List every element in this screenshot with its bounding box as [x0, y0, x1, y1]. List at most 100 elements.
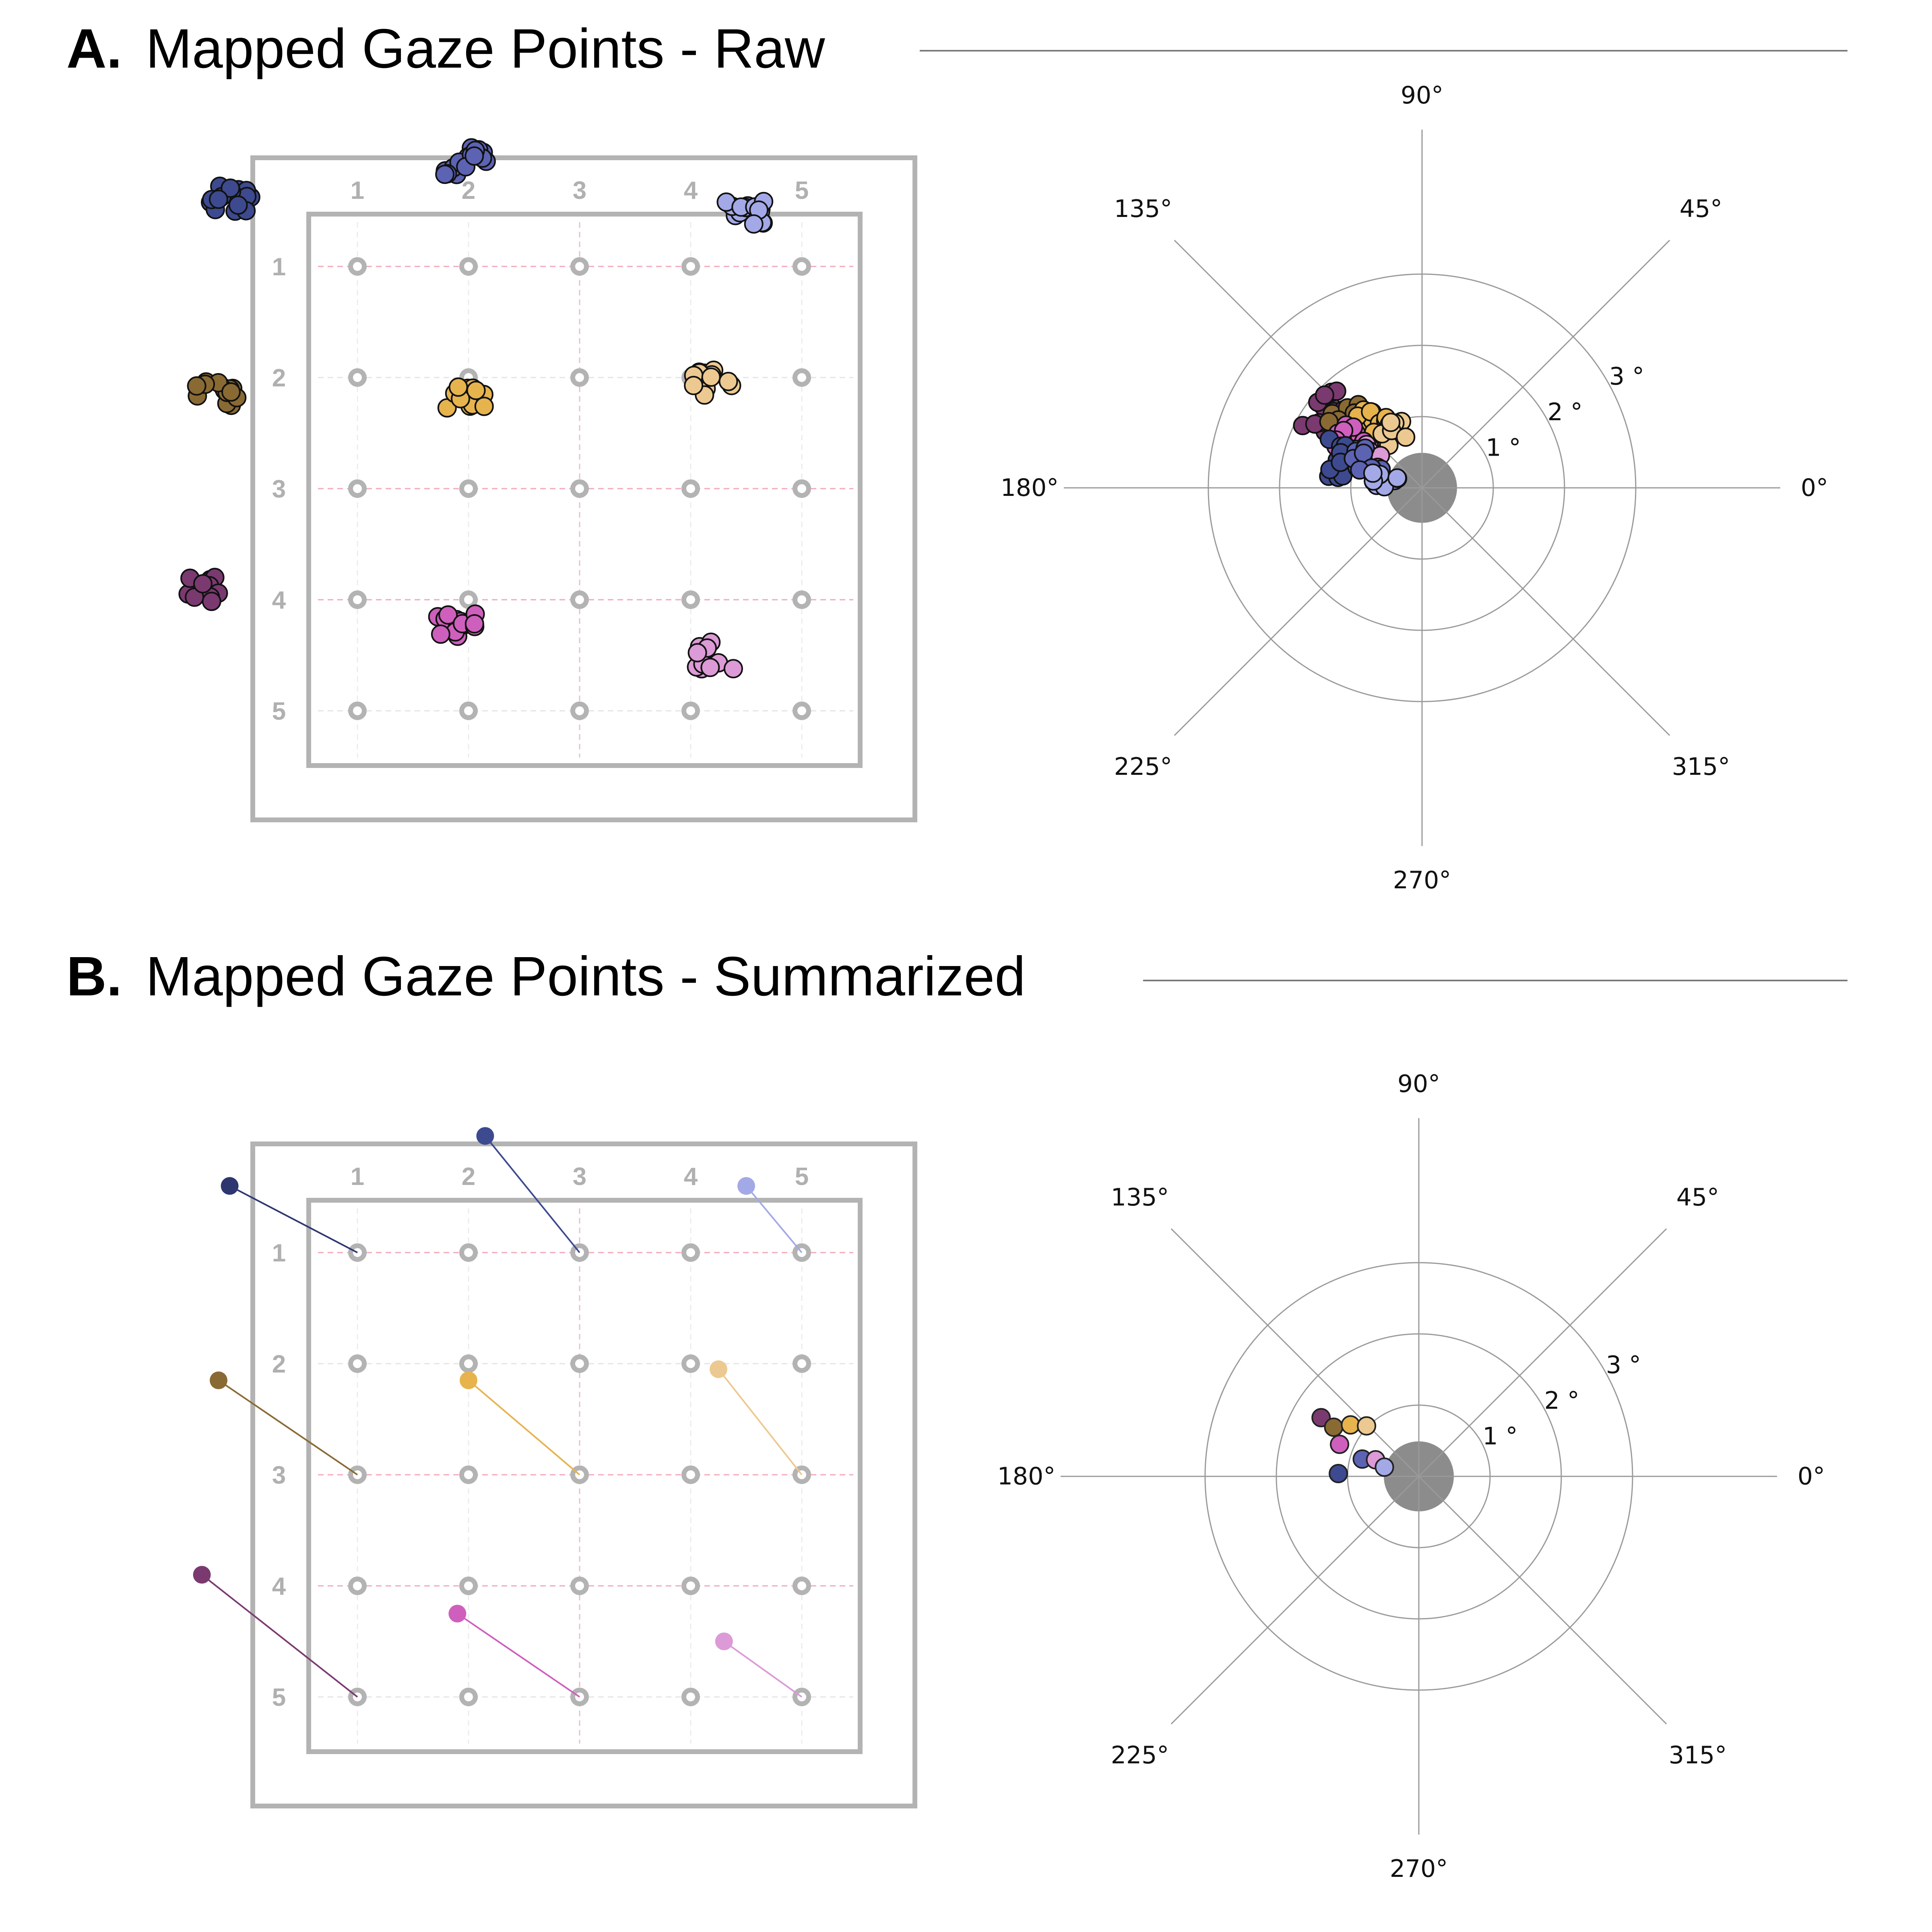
panel-a-grid-plot: 1 2 3 4 5 1 2 3 4 5 [178, 138, 917, 822]
panel-a-letter: A. [66, 18, 122, 80]
column-tick-label: 5 [795, 177, 809, 204]
row-tick-label: 4 [272, 1573, 286, 1600]
row-tick-label: 3 [272, 475, 286, 503]
angle-label: 270° [1393, 866, 1451, 894]
column-tick-label: 1 [351, 177, 364, 204]
column-tick-label: 2 [462, 177, 475, 204]
raw-gaze-point [435, 165, 455, 184]
angle-spoke [1418, 1228, 1667, 1477]
angle-spoke [1174, 487, 1423, 736]
raw-gaze-point [718, 372, 738, 391]
inner-frame [306, 212, 863, 768]
target-marker [348, 1577, 367, 1595]
raw-gaze-point [466, 381, 486, 400]
summarized-polar-point [1330, 1435, 1350, 1454]
angle-label: 135° [1114, 195, 1172, 223]
raw-gaze-point [464, 146, 484, 166]
target-marker [793, 702, 811, 720]
angle-label: 0° [1801, 474, 1828, 502]
target-marker [570, 1354, 589, 1373]
angle-label: 45° [1676, 1183, 1719, 1212]
angle-spoke [1170, 1476, 1420, 1725]
target-marker [681, 1354, 700, 1373]
column-tick-label: 4 [684, 1163, 698, 1191]
angle-label: 180° [1001, 474, 1059, 502]
raw-gaze-point [187, 376, 206, 396]
target-marker [348, 702, 367, 720]
panel-b-grid-plot: 1 2 3 4 5 1 2 3 4 5 [193, 1127, 917, 1808]
target-marker [570, 479, 589, 498]
summarized-gaze-point [710, 1360, 727, 1378]
target-marker [681, 479, 700, 498]
angle-label: 0° [1798, 1462, 1825, 1490]
angle-label: 225° [1114, 753, 1172, 781]
row-tick-label: 2 [272, 364, 286, 392]
column-tick-label: 3 [573, 1163, 586, 1191]
angle-label: 180° [997, 1462, 1056, 1490]
target-marker [459, 1243, 478, 1262]
summarized-polar-point [1341, 1415, 1360, 1435]
target-marker [681, 1243, 700, 1262]
target-marker [681, 1577, 700, 1595]
target-marker [681, 702, 700, 720]
target-marker [681, 1688, 700, 1706]
eccentricity-label: 3 ° [1606, 1351, 1641, 1379]
raw-polar-point [1363, 463, 1383, 483]
panel-b-polar-plot: 1 ° 2 ° 3 ° 0° 45° 90° 135° 180° 225° 270° 315° [997, 1070, 1825, 1883]
target-marker [348, 479, 367, 498]
column-tick-label: 1 [351, 1163, 364, 1191]
target-marker [459, 1688, 478, 1706]
angle-label: 315° [1672, 753, 1730, 781]
row-tick-label: 3 [272, 1461, 286, 1489]
raw-polar-point [1315, 385, 1334, 405]
angle-label: 270° [1390, 1855, 1448, 1883]
summarized-gaze-point [193, 1566, 211, 1584]
target-marker [459, 1466, 478, 1484]
target-marker [459, 257, 478, 276]
raw-gaze-point [438, 605, 458, 625]
column-tick-label: 4 [684, 177, 698, 204]
row-tick-label: 5 [272, 1684, 286, 1711]
target-marker [681, 257, 700, 276]
angle-spoke [1421, 239, 1670, 489]
target-marker [348, 257, 367, 276]
summarized-polar-point [1329, 1464, 1348, 1484]
angle-label: 315° [1669, 1741, 1727, 1769]
inner-frame [306, 1198, 863, 1754]
raw-gaze-point [228, 195, 248, 215]
summarized-polar-point [1357, 1416, 1377, 1436]
target-marker [570, 257, 589, 276]
summarized-gaze-point [210, 1371, 227, 1389]
summarized-gaze-point [476, 1127, 494, 1145]
target-marker [793, 479, 811, 498]
target-marker [570, 1577, 589, 1595]
eccentricity-label: 1 ° [1482, 1422, 1517, 1451]
panel-a-polar-plot: 1 ° 2 ° 3 ° 0° 45° 90° 135° 180° 225° 270° 315° [1001, 81, 1828, 894]
target-marker [459, 590, 478, 609]
angle-label: 90° [1397, 1070, 1440, 1098]
panel-a-title: Mapped Gaze Points - Raw [146, 18, 825, 80]
column-tick-label: 3 [573, 177, 586, 204]
summarized-gaze-point [737, 1177, 755, 1195]
raw-gaze-point [464, 614, 484, 634]
raw-gaze-point [448, 377, 468, 397]
raw-gaze-point [687, 643, 707, 663]
raw-gaze-point [202, 592, 221, 611]
summarized-gaze-point [448, 1605, 466, 1622]
angle-spoke [1170, 1228, 1420, 1477]
row-tick-label: 5 [272, 698, 286, 725]
angle-label: 135° [1111, 1183, 1169, 1212]
gaze-to-target-line [484, 1135, 580, 1253]
angle-label: 225° [1111, 1741, 1169, 1769]
gaze-to-target-line [218, 1379, 358, 1476]
summarized-gaze-point [221, 1177, 239, 1195]
raw-gaze-point [431, 624, 450, 644]
raw-polar-point [1396, 427, 1416, 447]
raw-gaze-point [744, 214, 764, 234]
raw-gaze-point [700, 658, 720, 677]
panel-b-title: Mapped Gaze Points - Summarized [146, 945, 1026, 1007]
target-marker [793, 1354, 811, 1373]
raw-gaze-point [701, 367, 721, 387]
panel-b-header: B. Mapped Gaze Points - Summarized [66, 945, 1847, 1007]
summarized-gaze-point [460, 1371, 477, 1389]
